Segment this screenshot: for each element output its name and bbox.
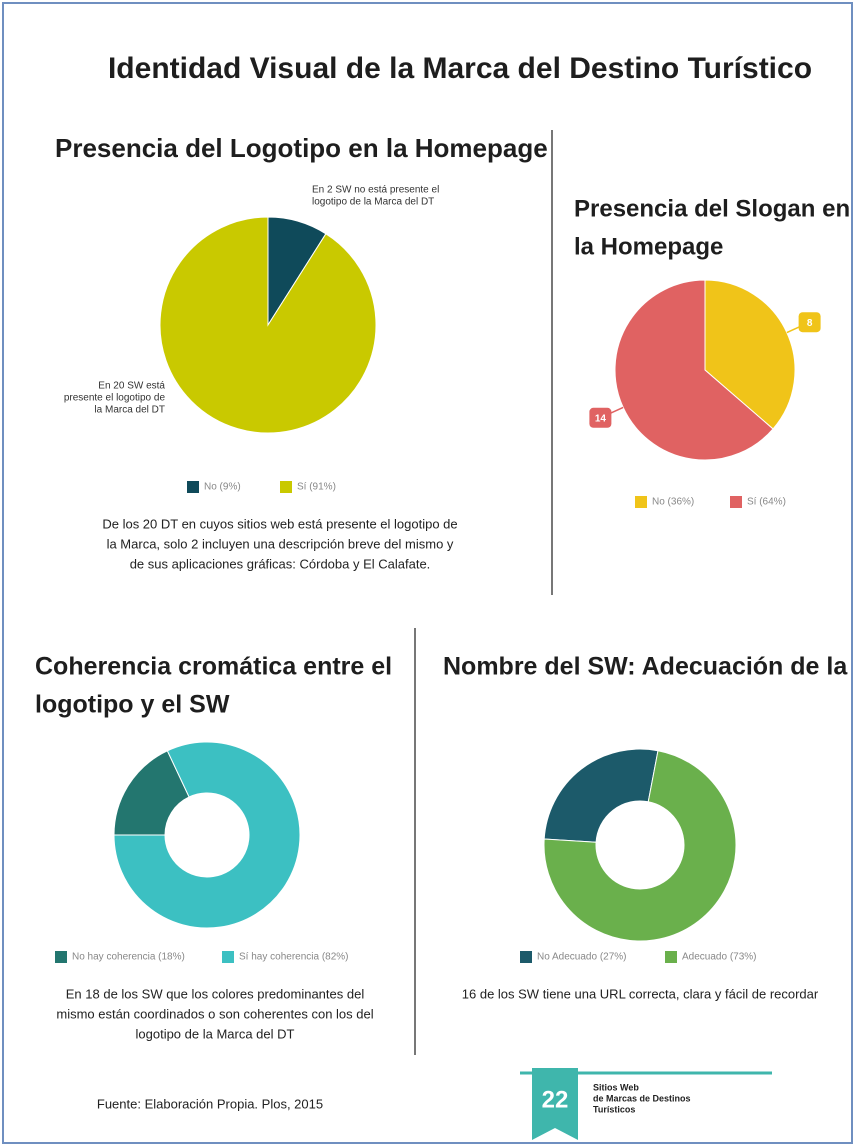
- legend-label: Sí hay coherencia (82%): [239, 952, 349, 963]
- legend-label: No Adecuado (27%): [537, 952, 627, 963]
- legend-swatch: [55, 951, 67, 963]
- badge-text: Sitios Web: [593, 1082, 639, 1092]
- donut-slice: [113, 750, 190, 836]
- chart-note: de sus aplicaciones gráficas: Córdoba y …: [130, 556, 431, 571]
- legend-swatch: [187, 481, 199, 493]
- pie-slice: [159, 216, 377, 434]
- footer: Fuente: Elaboración Propia. Plos, 2015: [97, 1096, 323, 1111]
- annotation: En 2 SW no está presente el: [312, 185, 439, 196]
- legend-label: No hay coherencia (18%): [72, 952, 185, 963]
- chart-note: En 18 de los SW que los colores predomin…: [66, 986, 365, 1001]
- badge-text: Turísticos: [593, 1104, 635, 1114]
- legend-label: No (36%): [652, 497, 694, 508]
- chart-note: De los 20 DT en cuyos sitios web está pr…: [102, 516, 457, 531]
- legend-label: No (9%): [204, 482, 241, 493]
- legend-swatch: [280, 481, 292, 493]
- annotation: logotipo de la Marca del DT: [312, 197, 434, 208]
- chart-note: logotipo de la Marca del DT: [136, 1026, 295, 1041]
- chart-note: mismo están coordinados o son coherentes…: [56, 1006, 373, 1021]
- legend-swatch: [520, 951, 532, 963]
- chart-title: logotipo y el SW: [35, 691, 230, 719]
- chart-title: la Homepage: [574, 233, 723, 260]
- donut-slice: [543, 750, 737, 942]
- annotation: presente el logotipo de: [64, 393, 166, 404]
- badge-ribbon: [532, 1068, 578, 1140]
- label-box: [798, 312, 821, 333]
- chart-title: Presencia del Logotipo en la Homepage: [55, 133, 548, 163]
- data-label: 8: [807, 318, 813, 329]
- legend-label: Adecuado (73%): [682, 952, 757, 963]
- label-box: [589, 407, 612, 428]
- badge-number: 22: [542, 1086, 569, 1113]
- data-label: 14: [595, 413, 607, 424]
- badge: 22 Sitios Web de Marcas de Destinos Turí…: [520, 1068, 772, 1140]
- chart-note: 16 de los SW tiene una URL correcta, cla…: [462, 986, 819, 1001]
- chart-title: Presencia del Slogan en: [574, 195, 850, 222]
- chart-note: la Marca, solo 2 incluyen una descripció…: [107, 536, 454, 551]
- badge-text: de Marcas de Destinos: [593, 1093, 691, 1103]
- page-title: Identidad Visual de la Marca del Destino…: [108, 52, 812, 85]
- donut-slice: [113, 741, 301, 929]
- legend-label: Sí (91%): [297, 482, 336, 493]
- chart-title: Coherencia cromática entre el: [35, 653, 392, 681]
- legend-label: Sí (64%): [747, 497, 786, 508]
- annotation: En 20 SW está: [98, 381, 165, 392]
- annotation: la Marca del DT: [94, 405, 165, 416]
- donut-slice: [543, 748, 659, 843]
- pie-slice: [704, 279, 796, 430]
- legend-swatch: [222, 951, 234, 963]
- legend-swatch: [665, 951, 677, 963]
- chart-title: Nombre del SW: Adecuación de la URL: [443, 653, 855, 681]
- legend-swatch: [635, 496, 647, 508]
- legend-swatch: [730, 496, 742, 508]
